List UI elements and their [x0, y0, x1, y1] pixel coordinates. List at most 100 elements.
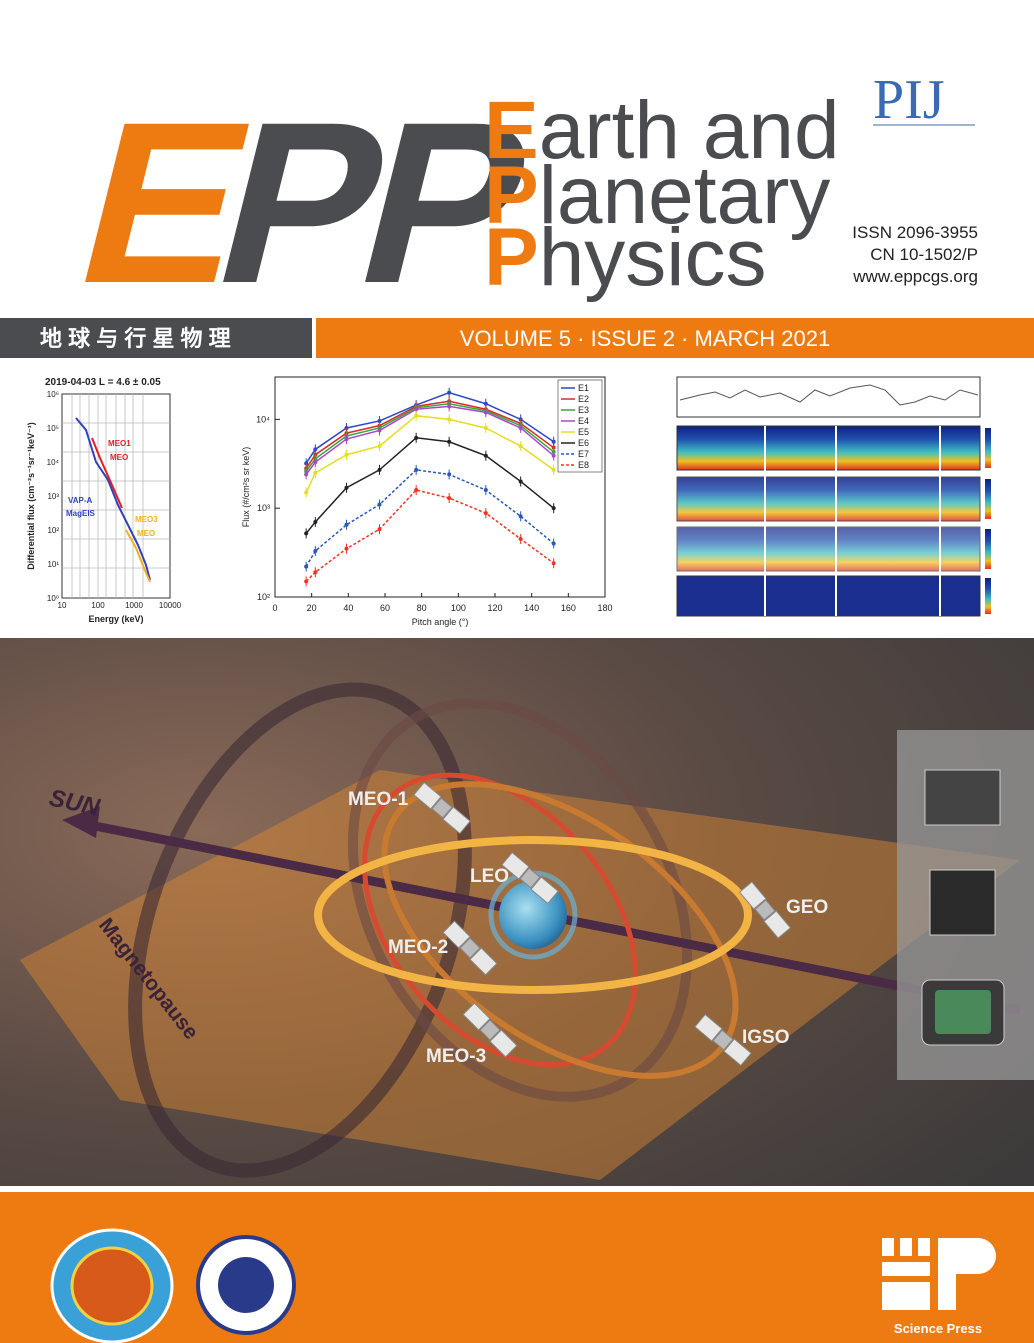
point: [304, 461, 309, 466]
point: [313, 447, 318, 452]
spectrogram: [676, 425, 981, 471]
point: [551, 541, 556, 546]
gaps: [764, 426, 941, 616]
x-tick-label: 100: [451, 603, 466, 613]
title-line: Earth and: [484, 85, 840, 176]
y-tick-label: 10³: [47, 492, 59, 501]
satellites: [413, 781, 792, 1067]
y-tick-label: 10⁰: [47, 594, 59, 603]
journal-title: Earth and Planetary Physics: [484, 85, 840, 303]
initial: E: [484, 85, 539, 176]
point: [414, 407, 419, 412]
x-tick-label: 60: [380, 603, 390, 613]
x-tick-label: 10: [58, 601, 67, 610]
point: [447, 390, 452, 395]
y-tick-label: 10²: [47, 526, 59, 535]
point: [447, 404, 452, 409]
point: [414, 435, 419, 440]
annotation: MEO1: [108, 439, 131, 448]
annotation: MagEIS: [66, 509, 96, 518]
curve: [75, 417, 151, 581]
point: [551, 561, 556, 566]
point: [344, 485, 349, 490]
colorbar: [985, 479, 991, 519]
satellite: [462, 1002, 518, 1058]
x-tick-label: 80: [417, 603, 427, 613]
y-label: Flux (#/cm²s sr keV): [241, 447, 251, 528]
point: [483, 401, 488, 406]
grid: [62, 394, 170, 598]
orbit: [362, 772, 638, 1068]
point: [313, 460, 318, 465]
spectrogram: [676, 476, 981, 522]
satellite: [442, 920, 498, 976]
annotations: MEO1 MEO VAP-A MagEIS MEO3 MEO: [66, 439, 158, 538]
x-tick-label: 120: [487, 603, 502, 613]
point: [377, 502, 382, 507]
instrument: [929, 869, 996, 936]
point: [344, 452, 349, 457]
x-tick-label: 0: [272, 603, 277, 613]
point: [518, 514, 523, 519]
publisher-mark: PIJ: [873, 69, 945, 131]
point: [313, 470, 318, 475]
point: [313, 548, 318, 553]
label: MEO-2: [388, 937, 448, 958]
label: MEO-3: [426, 1046, 486, 1067]
legend-label: E1: [578, 383, 589, 393]
issn: ISSN 2096-3955: [852, 223, 978, 242]
point: [377, 527, 382, 532]
point: [447, 472, 452, 477]
point: [518, 425, 523, 430]
label: GEO: [786, 897, 828, 918]
legend-box: [557, 379, 603, 473]
satellite: [501, 851, 559, 905]
legend-label: E6: [578, 438, 589, 448]
legend-label: E8: [578, 460, 589, 470]
initial: P: [484, 212, 539, 303]
x-label: Energy (keV): [88, 614, 143, 624]
y-label: Differential flux (cm⁻²s⁻¹sr⁻¹keV⁻¹): [26, 422, 36, 570]
x-tick-label: 180: [597, 603, 612, 613]
annotation: MEO3: [135, 515, 158, 524]
rest: hysics: [539, 212, 767, 303]
point: [483, 453, 488, 458]
y-tick-label: 10²: [257, 592, 270, 602]
x-tick-label: 140: [524, 603, 539, 613]
point: [518, 479, 523, 484]
legend-label: E2: [578, 394, 589, 404]
point: [447, 417, 452, 422]
rest: lanetary: [539, 150, 831, 241]
annotation: VAP-A: [68, 496, 93, 505]
footer: [0, 1192, 1034, 1343]
point: [377, 467, 382, 472]
instrument-board: [935, 990, 991, 1034]
illustration: SUN Magnetopause MEO-1 LEO GEO MEO-2 MEO…: [0, 638, 1034, 1186]
colorbar: [985, 578, 991, 614]
label: MEO-1: [348, 789, 409, 810]
cn-band: [0, 318, 312, 358]
institute-logo-inner: [218, 1257, 274, 1313]
point: [313, 519, 318, 524]
point: [551, 467, 556, 472]
curve: [125, 529, 151, 583]
arrow-head: [62, 806, 100, 838]
y-tick-label: 10⁴: [47, 458, 60, 467]
logo: E P P: [57, 75, 554, 331]
point: [447, 496, 452, 501]
left-figure: 2019-04-03 L = 4.6 ± 0.05 Energy (keV) D…: [26, 377, 182, 624]
issue-band: [316, 318, 1034, 358]
x-tick-label: 160: [561, 603, 576, 613]
publisher: Science Press: [894, 1321, 982, 1336]
point: [414, 413, 419, 418]
title-line: Physics: [484, 212, 767, 303]
website: www.eppcgs.org: [852, 267, 978, 286]
annotation: MEO: [137, 529, 155, 538]
x-tick-label: 100: [91, 601, 105, 610]
point: [551, 453, 556, 458]
y-tick-label: 10⁴: [256, 414, 270, 424]
point: [483, 410, 488, 415]
point: [551, 439, 556, 444]
legend-label: E5: [578, 427, 589, 437]
